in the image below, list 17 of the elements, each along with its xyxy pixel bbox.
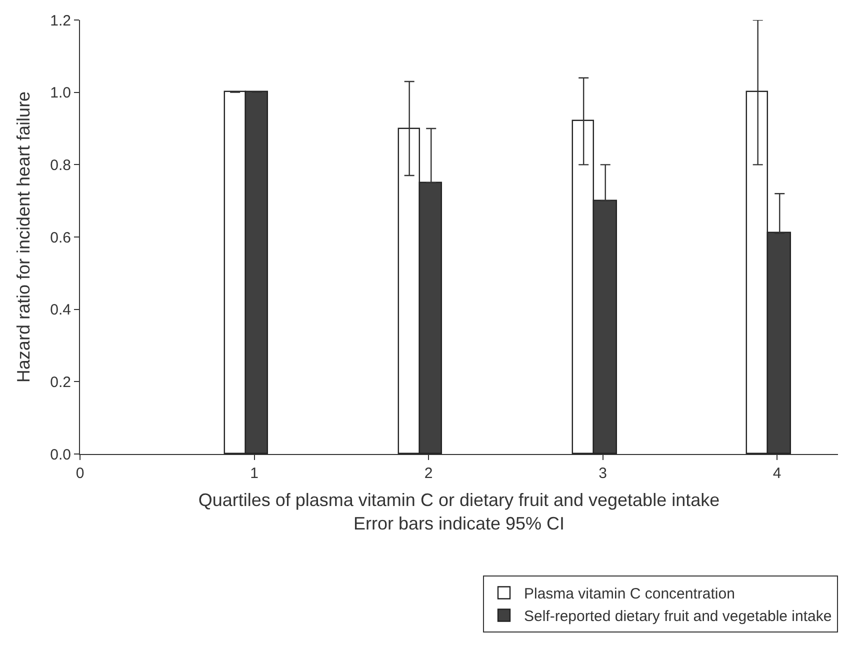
x-tick-label: 0	[76, 465, 84, 482]
y-tick-label: 0.8	[50, 156, 71, 174]
text: Error bars indicate 95% CI	[353, 514, 565, 534]
x-tick-label: 3	[598, 465, 607, 482]
legend-label: Plasma vitamin C concentration	[524, 586, 735, 603]
x-tick-label: 1	[250, 465, 258, 482]
y-tick-label: 0.0	[50, 446, 71, 464]
y-tick-label: 0.4	[50, 302, 71, 319]
legend-label: Self-reported dietary fruit and vegetable intake	[524, 608, 832, 626]
y-tick-label: 1.0	[50, 84, 71, 102]
y-tick-label: 1.2	[50, 12, 71, 30]
y-tick-label: 0.2	[50, 374, 71, 391]
x-tick-label: 4	[772, 465, 782, 482]
x-tick-label: 2	[424, 465, 433, 482]
y-tick-label: 0.6	[50, 229, 71, 246]
x-axis-title: Quartiles of plasma vitamin C or dietary fruit and vegetable intake	[198, 490, 720, 510]
y-axis-title: Hazard ratio for incident heart failure	[13, 91, 34, 383]
